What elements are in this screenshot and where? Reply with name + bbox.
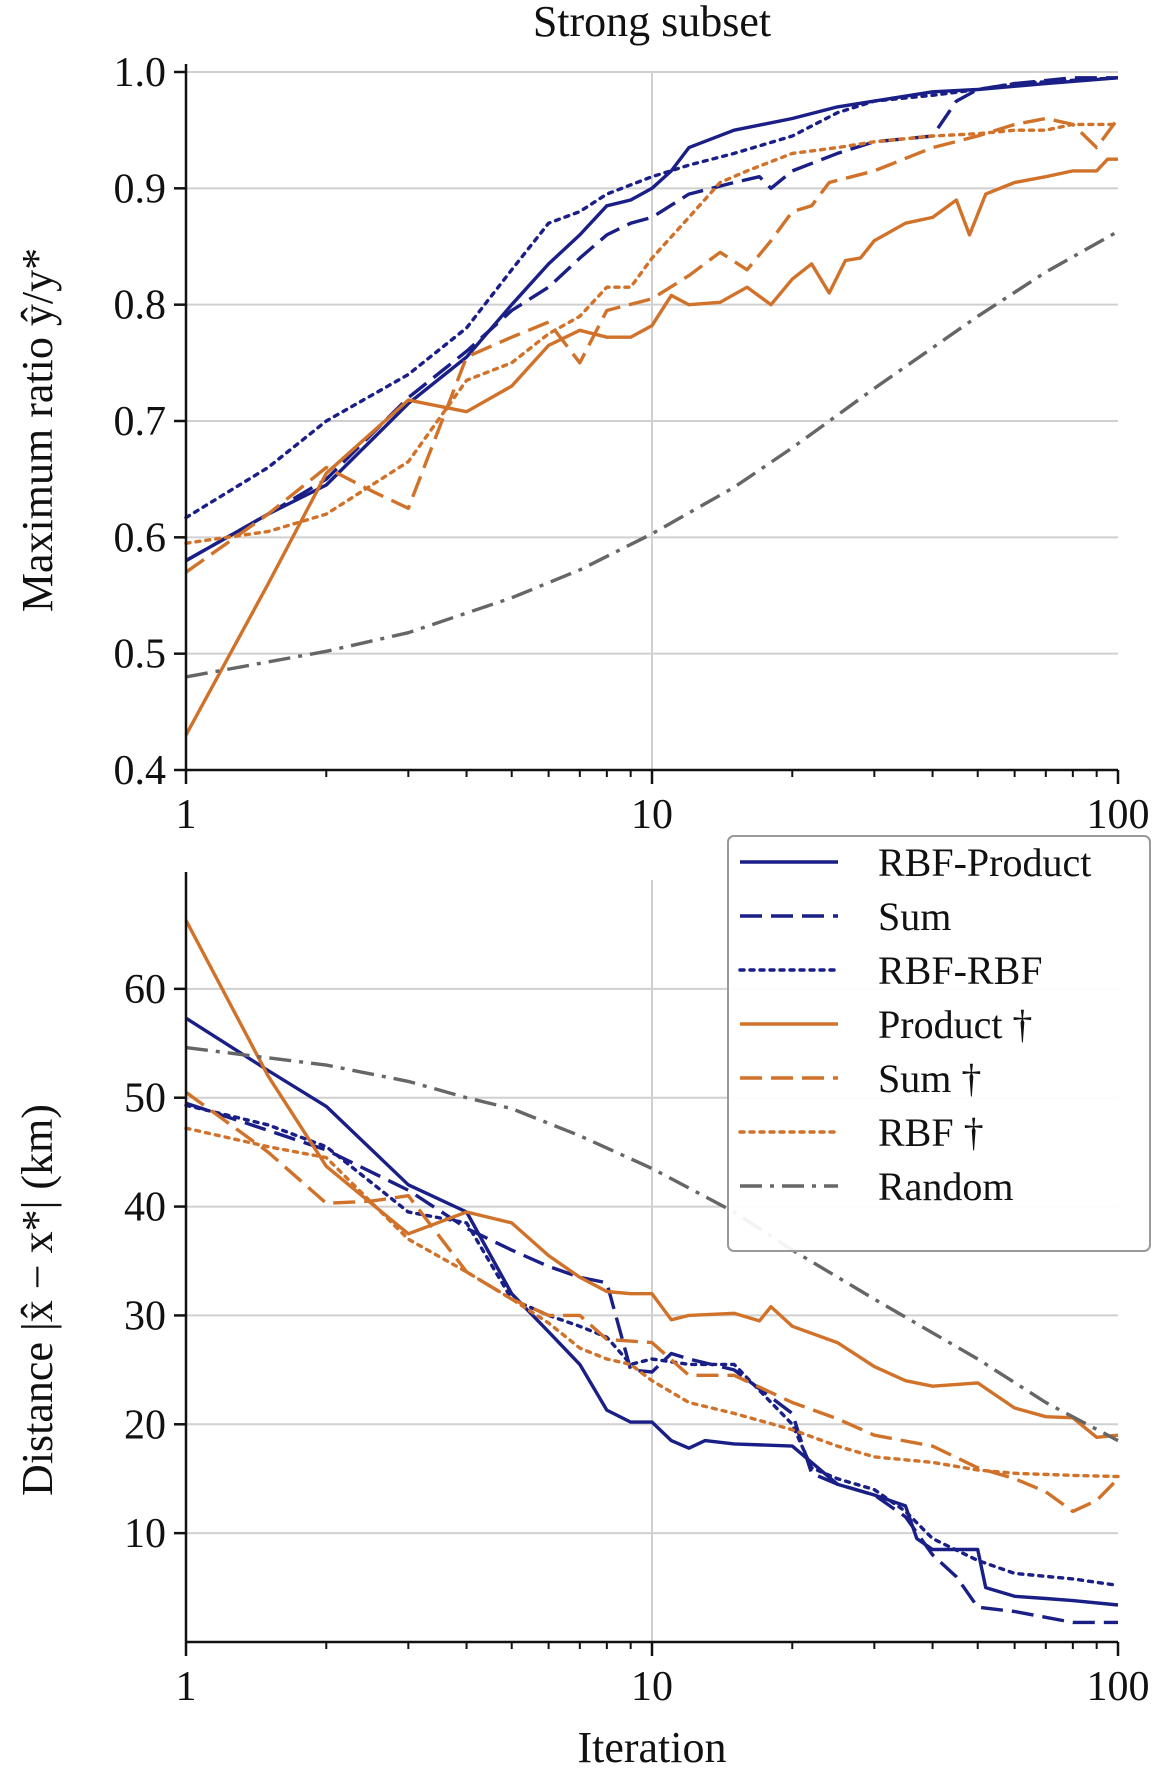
axes — [174, 872, 1120, 1656]
y-tick-label: 0.6 — [114, 515, 167, 561]
series-line-product — [184, 157, 1118, 736]
y-tick-label: 0.7 — [114, 399, 167, 445]
y-tick-label: 60 — [124, 967, 166, 1013]
series-group — [184, 919, 1120, 1625]
axes — [174, 64, 1120, 784]
top-panel-max-ratio: Strong subset 0.4 0.5 0.6 0.7 0.8 0.9 1.0 1 10 10… — [13, 0, 1150, 838]
series-line-rbf-product — [185, 1016, 1119, 1607]
tick-labels: 0.4 0.5 0.6 0.7 0.8 0.9 1.0 1 10 100 — [114, 50, 1150, 838]
y-tick-label: 20 — [124, 1402, 166, 1448]
series-line-rbf-product — [185, 76, 1119, 563]
x-axis-label: Iteration — [577, 1723, 726, 1772]
y-tick-label: 0.5 — [114, 632, 167, 678]
y-tick-label: 30 — [124, 1293, 166, 1339]
x-tick-label: 10 — [631, 1664, 673, 1710]
y-tick-label: 0.8 — [114, 283, 167, 329]
y-tick-label: 40 — [124, 1185, 166, 1231]
legend-label: Random — [878, 1164, 1014, 1209]
series-line-rbf-rbf — [184, 76, 1120, 520]
chart-title: Strong subset — [533, 0, 771, 46]
y-tick-label: 10 — [124, 1511, 166, 1557]
legend-label: Sum † — [878, 1056, 981, 1101]
y-axis-label: Maximum ratio ŷ/y* — [13, 248, 62, 612]
legend-box — [727, 835, 1151, 1252]
series-line-random — [185, 229, 1119, 679]
y-tick-label: 50 — [124, 1076, 166, 1122]
y-tick-label: 0.9 — [114, 166, 167, 212]
series-line-sum — [185, 116, 1120, 574]
y-tick-label: 0.4 — [114, 748, 167, 794]
x-tick-label: 10 — [631, 792, 673, 838]
series-line-product — [184, 919, 1119, 1439]
x-tick-label: 1 — [176, 1664, 197, 1710]
series-line-sum — [184, 1090, 1120, 1514]
series-line-rbf — [184, 1126, 1120, 1479]
series-group — [184, 76, 1120, 736]
legend-label: RBF-Product — [878, 840, 1091, 885]
series-line-sum — [185, 1101, 1118, 1625]
tick-labels: 10 20 30 40 50 60 1 10 100 — [124, 967, 1150, 1710]
legend-label: Sum — [878, 894, 951, 939]
x-tick-label: 100 — [1087, 792, 1150, 838]
x-tick-label: 1 — [176, 792, 197, 838]
y-tick-label: 1.0 — [114, 50, 167, 96]
legend: RBF-Product Sum RBF-RBF Product † Sum † RBF †… — [727, 835, 1151, 1252]
y-axis-label: Distance |x̂ − x*| (km) — [13, 1104, 62, 1496]
series-line-sum — [185, 76, 1118, 563]
series-line-random — [185, 1045, 1119, 1443]
x-tick-label: 100 — [1087, 1664, 1150, 1710]
series-line-rbf — [184, 122, 1120, 545]
legend-label: RBF † — [878, 1110, 984, 1155]
legend-label: RBF-RBF — [878, 948, 1043, 993]
legend-label: Product † — [878, 1002, 1032, 1047]
